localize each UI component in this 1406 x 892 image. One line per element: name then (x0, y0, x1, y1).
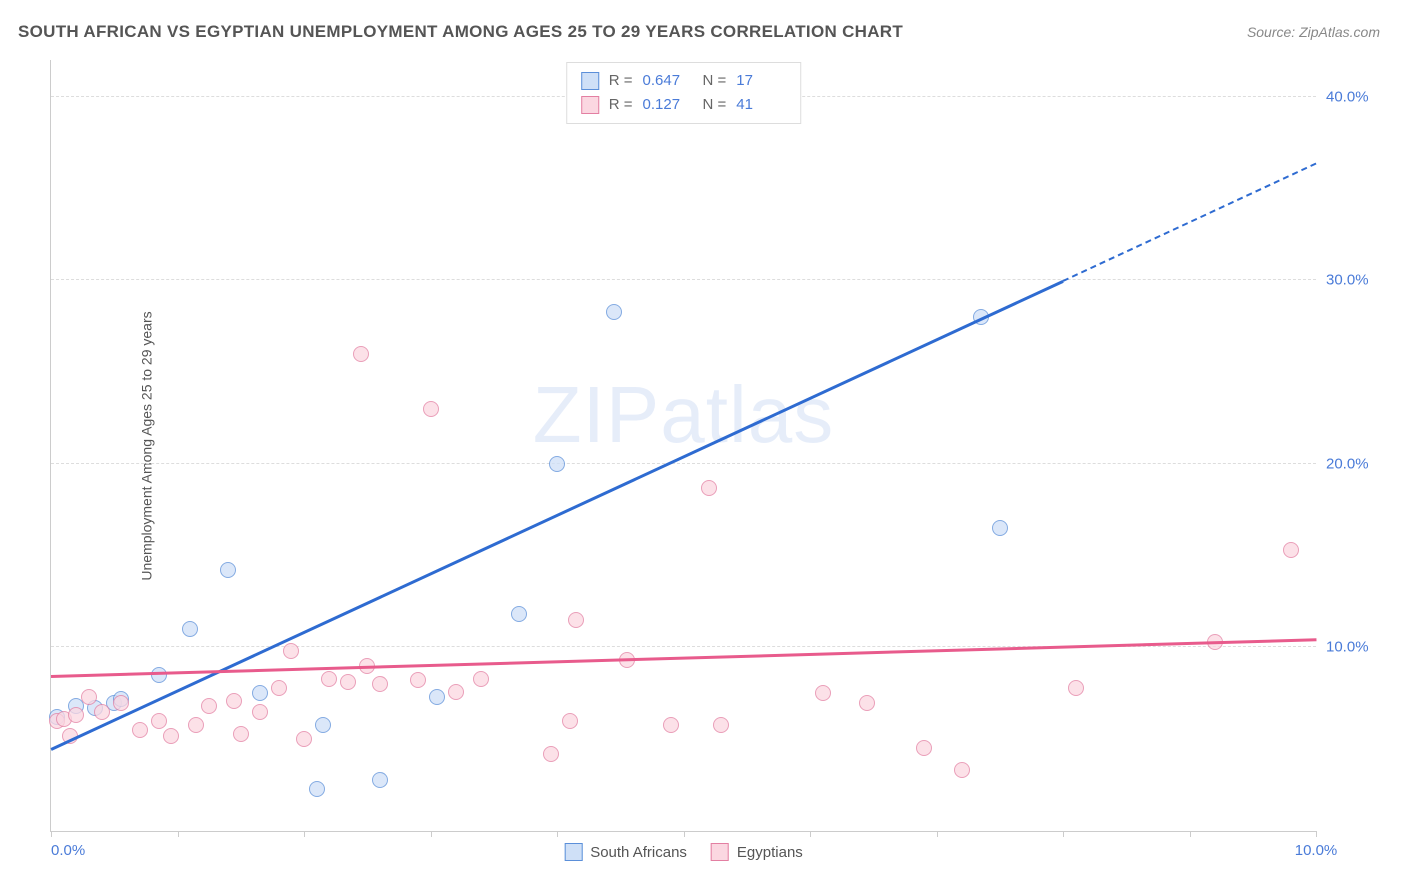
chart-title: SOUTH AFRICAN VS EGYPTIAN UNEMPLOYMENT A… (18, 22, 903, 42)
point-eg (252, 704, 268, 720)
point-eg (568, 612, 584, 628)
n-value-sa: 17 (736, 69, 786, 93)
legend-stats-row: R = 0.647 N = 17 (581, 69, 787, 93)
swatch-south-africans (564, 843, 582, 861)
r-label: R = (609, 93, 633, 117)
y-tick-label: 20.0% (1326, 455, 1386, 472)
n-label: N = (703, 69, 727, 93)
legend-item-eg: Egyptians (711, 843, 803, 861)
x-tick-mark (1190, 831, 1191, 837)
point-sa (429, 689, 445, 705)
x-tick-label: 10.0% (1295, 842, 1338, 859)
point-sa (549, 456, 565, 472)
chart-area: ZIPatlas R = 0.647 N = 17 R = 0.127 N = … (50, 60, 1316, 832)
trendline-eg (51, 638, 1316, 677)
x-tick-mark (51, 831, 52, 837)
trendline-sa-extrapolated (1063, 163, 1317, 282)
point-sa (252, 685, 268, 701)
r-value-eg: 0.127 (643, 93, 693, 117)
point-eg (562, 713, 578, 729)
point-eg (113, 695, 129, 711)
r-value-sa: 0.647 (643, 69, 693, 93)
x-tick-mark (1316, 831, 1317, 837)
gridline (51, 646, 1316, 647)
x-tick-mark (1063, 831, 1064, 837)
point-sa (992, 520, 1008, 536)
point-sa (315, 717, 331, 733)
plot-region: ZIPatlas R = 0.647 N = 17 R = 0.127 N = … (50, 60, 1316, 832)
point-eg (473, 671, 489, 687)
source-attribution: Source: ZipAtlas.com (1247, 24, 1380, 40)
point-sa (309, 781, 325, 797)
point-eg (448, 684, 464, 700)
swatch-egyptians (711, 843, 729, 861)
point-eg (94, 704, 110, 720)
point-eg (81, 689, 97, 705)
n-value-eg: 41 (736, 93, 786, 117)
point-eg (1068, 680, 1084, 696)
legend-label: Egyptians (737, 844, 803, 861)
x-tick-mark (431, 831, 432, 837)
point-eg (410, 672, 426, 688)
point-sa (182, 621, 198, 637)
point-sa (606, 304, 622, 320)
point-eg (201, 698, 217, 714)
x-tick-label: 0.0% (51, 842, 85, 859)
swatch-egyptians (581, 96, 599, 114)
point-eg (663, 717, 679, 733)
gridline (51, 463, 1316, 464)
point-eg (859, 695, 875, 711)
point-eg (954, 762, 970, 778)
point-eg (283, 643, 299, 659)
point-eg (713, 717, 729, 733)
point-sa (511, 606, 527, 622)
watermark: ZIPatlas (533, 369, 834, 461)
legend-stats-row: R = 0.127 N = 41 (581, 93, 787, 117)
point-eg (271, 680, 287, 696)
point-eg (372, 676, 388, 692)
point-eg (815, 685, 831, 701)
point-eg (353, 346, 369, 362)
point-eg (132, 722, 148, 738)
point-eg (188, 717, 204, 733)
n-label: N = (703, 93, 727, 117)
point-eg (701, 480, 717, 496)
legend-label: South Africans (590, 844, 687, 861)
y-tick-label: 10.0% (1326, 639, 1386, 656)
legend-stats: R = 0.647 N = 17 R = 0.127 N = 41 (566, 62, 802, 124)
y-tick-label: 40.0% (1326, 88, 1386, 105)
point-eg (543, 746, 559, 762)
point-eg (68, 707, 84, 723)
r-label: R = (609, 69, 633, 93)
gridline (51, 279, 1316, 280)
point-eg (296, 731, 312, 747)
point-eg (321, 671, 337, 687)
x-tick-mark (178, 831, 179, 837)
legend-series: South Africans Egyptians (564, 843, 803, 861)
trendline-sa (50, 280, 1063, 750)
x-tick-mark (937, 831, 938, 837)
point-eg (233, 726, 249, 742)
point-eg (151, 713, 167, 729)
point-eg (226, 693, 242, 709)
legend-item-sa: South Africans (564, 843, 687, 861)
x-tick-mark (810, 831, 811, 837)
x-tick-mark (304, 831, 305, 837)
x-tick-mark (684, 831, 685, 837)
point-eg (340, 674, 356, 690)
point-eg (1283, 542, 1299, 558)
point-sa (151, 667, 167, 683)
point-sa (220, 562, 236, 578)
point-sa (372, 772, 388, 788)
point-eg (423, 401, 439, 417)
x-tick-mark (557, 831, 558, 837)
point-eg (163, 728, 179, 744)
y-tick-label: 30.0% (1326, 272, 1386, 289)
swatch-south-africans (581, 72, 599, 90)
point-eg (916, 740, 932, 756)
